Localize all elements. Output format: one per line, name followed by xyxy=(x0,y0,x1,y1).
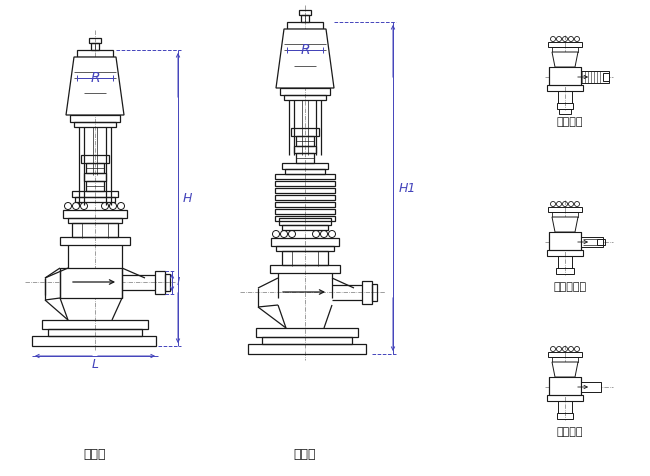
Bar xyxy=(275,209,335,214)
Bar xyxy=(549,67,581,85)
Bar xyxy=(552,212,578,217)
Bar xyxy=(262,337,352,344)
Bar xyxy=(549,232,581,250)
Bar xyxy=(77,50,113,57)
Bar xyxy=(60,268,122,298)
Text: R: R xyxy=(90,71,100,85)
Bar xyxy=(291,128,319,136)
Bar xyxy=(248,344,366,354)
Bar xyxy=(84,173,106,181)
Bar xyxy=(84,85,106,107)
Bar xyxy=(275,195,335,200)
Bar xyxy=(275,216,335,221)
Bar xyxy=(60,237,130,245)
Bar xyxy=(296,153,314,163)
Bar xyxy=(91,43,99,50)
Text: 螺纹连接: 螺纹连接 xyxy=(557,117,583,127)
Bar xyxy=(552,357,578,362)
Bar xyxy=(280,88,330,95)
Bar xyxy=(294,146,316,153)
Bar xyxy=(275,181,335,186)
Polygon shape xyxy=(552,52,578,67)
Bar xyxy=(284,95,326,100)
Bar xyxy=(42,320,148,329)
Bar xyxy=(549,377,581,395)
Bar xyxy=(86,163,104,173)
Bar xyxy=(165,274,170,291)
Text: H1: H1 xyxy=(399,181,417,195)
Bar xyxy=(275,202,335,207)
Bar xyxy=(270,265,340,273)
Bar xyxy=(548,42,582,47)
Bar xyxy=(285,169,325,174)
Bar xyxy=(548,352,582,357)
Bar xyxy=(279,218,331,225)
Text: H: H xyxy=(183,191,192,205)
Bar xyxy=(86,181,104,191)
Bar xyxy=(597,239,605,245)
Polygon shape xyxy=(276,29,334,88)
Text: l: l xyxy=(177,277,180,287)
Bar xyxy=(581,382,601,392)
Bar xyxy=(547,250,583,256)
Polygon shape xyxy=(552,217,578,232)
Bar xyxy=(294,57,316,81)
Bar xyxy=(70,115,120,122)
Bar xyxy=(68,218,122,223)
Bar xyxy=(75,197,115,202)
Bar xyxy=(282,251,328,265)
Bar xyxy=(299,10,311,15)
Bar xyxy=(72,223,118,237)
Bar xyxy=(74,122,116,127)
Bar xyxy=(557,413,573,419)
Bar xyxy=(581,71,609,83)
Bar xyxy=(547,395,583,401)
Bar xyxy=(372,284,377,301)
Text: 高温型: 高温型 xyxy=(294,448,317,462)
Bar xyxy=(547,85,583,91)
Bar xyxy=(282,163,328,169)
Text: 常温型: 常温型 xyxy=(84,448,106,462)
Text: L: L xyxy=(92,357,99,370)
Bar xyxy=(301,15,309,22)
Bar xyxy=(32,336,156,346)
Bar xyxy=(63,210,127,218)
Text: 承插焊连接: 承插焊连接 xyxy=(553,282,586,292)
Bar xyxy=(603,73,609,81)
Bar xyxy=(275,174,335,179)
Bar xyxy=(296,136,314,146)
Bar xyxy=(362,281,372,304)
Bar xyxy=(557,103,573,109)
Polygon shape xyxy=(66,57,124,115)
Text: R: R xyxy=(300,43,310,57)
Bar xyxy=(72,191,118,197)
Bar xyxy=(548,207,582,212)
Bar xyxy=(275,188,335,193)
Text: 对焊连接: 对焊连接 xyxy=(557,427,583,437)
Bar xyxy=(581,237,603,247)
Bar xyxy=(155,271,165,294)
Bar xyxy=(271,238,339,246)
Bar xyxy=(552,47,578,52)
Bar xyxy=(559,109,571,114)
Polygon shape xyxy=(552,362,578,377)
Bar xyxy=(48,329,142,336)
Bar xyxy=(287,22,323,29)
Bar xyxy=(81,155,109,163)
Bar xyxy=(256,328,358,337)
Bar xyxy=(282,225,328,230)
Bar xyxy=(89,38,101,43)
Bar xyxy=(556,268,574,274)
Bar xyxy=(276,246,334,251)
